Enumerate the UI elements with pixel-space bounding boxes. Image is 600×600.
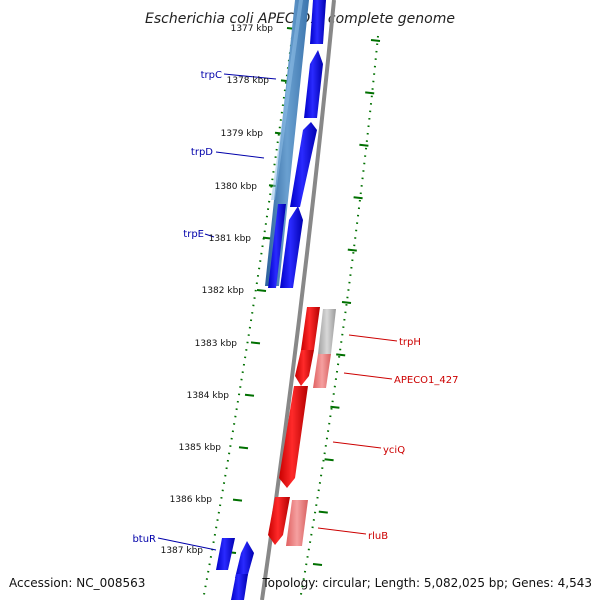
accession-text: Accession: NC_008563 (9, 576, 145, 590)
operon-feature (265, 0, 309, 286)
gene-label-trpD: trpD (191, 147, 213, 158)
tick-label-1379: 1379 kbp (221, 129, 264, 139)
outer-major-tick (370, 39, 381, 42)
tick-label-1384: 1384 kbp (187, 391, 230, 401)
operon-highlight (271, 0, 303, 200)
leader-trpD (215, 151, 265, 159)
leader-APECO1_427 (343, 372, 393, 380)
inner-major-tick (256, 289, 267, 292)
inner-major-tick (250, 341, 261, 345)
leader-trpE (204, 233, 215, 238)
gene-label-yciQ: yciQ (383, 445, 405, 456)
gene-arrow-rluB (268, 497, 290, 545)
gene-arrow-rluB-pale (286, 500, 308, 546)
tick-label-1385: 1385 kbp (179, 443, 222, 453)
outer-major-tick (341, 301, 352, 304)
leader-trpC (223, 73, 277, 80)
tick-label-1381: 1381 kbp (209, 234, 252, 244)
gene-label-trpH: trpH (399, 337, 421, 348)
genome-summary-text: Topology: circular; Length: 5,082,025 bp… (261, 576, 592, 590)
gene-arrow-btuR-2 (235, 541, 254, 578)
outer-major-tick (318, 510, 328, 514)
inner-major-tick (232, 498, 243, 502)
outer-major-tick (336, 353, 346, 357)
gene-arrow-trpE-inner (268, 204, 286, 288)
leader-rluB (317, 527, 367, 535)
gene-label-btuR: btuR (132, 534, 156, 545)
outer-major-tick (365, 91, 375, 95)
inner-major-tick (238, 446, 249, 450)
gene-arrow-APECO1_427-pale (313, 354, 331, 388)
outer-major-tick (347, 248, 357, 252)
tick-label-1386: 1386 kbp (170, 495, 213, 505)
gene-arrow-APECO1_427 (295, 350, 314, 386)
gene-arrow-trpC (304, 50, 323, 118)
gene-arrow-trpH (301, 307, 320, 350)
gene-arrow-yciQ (279, 386, 308, 488)
outer-major-tick (312, 563, 323, 566)
leader-btuR (157, 537, 217, 551)
tick-label-1377: 1377 kbp (231, 24, 274, 34)
gene-label-trpC: trpC (201, 70, 222, 81)
outer-major-tick (324, 458, 334, 462)
gene-label-rluB: rluB (368, 531, 388, 542)
gene-arrow-trpH-grey (318, 309, 336, 354)
gene-arrow-btuR-3 (231, 574, 248, 600)
tick-label-1380: 1380 kbp (215, 182, 258, 192)
outer-major-tick (359, 143, 369, 147)
tick-label-1387: 1387 kbp (161, 546, 204, 556)
leader-yciQ (332, 441, 382, 449)
leader-trpH (348, 334, 398, 342)
gene-arrow-btuR (216, 538, 235, 570)
tick-label-1382: 1382 kbp (202, 286, 245, 296)
tick-label-1383: 1383 kbp (195, 339, 238, 349)
gene-arrow-trpD (290, 122, 317, 207)
tick-label-1378: 1378 kbp (227, 76, 270, 86)
gene-label-APECO1_427: APECO1_427 (394, 375, 459, 386)
outer-major-tick (353, 196, 363, 200)
inner-major-tick (244, 393, 255, 397)
gene-label-trpE: trpE (183, 229, 204, 240)
gene-arrow-trpE (280, 206, 303, 288)
gene-arrow-trp-top (310, 0, 326, 44)
outer-major-tick (330, 405, 340, 409)
